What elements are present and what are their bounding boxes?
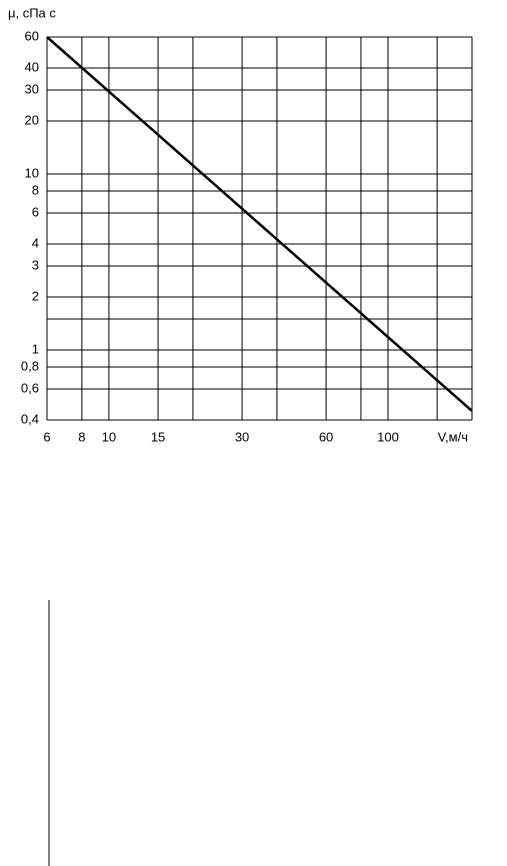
- y-tick-label: 0,6: [21, 380, 39, 395]
- y-tick-label: 3: [32, 257, 39, 272]
- x-tick-label: 60: [319, 429, 333, 444]
- y-tick-label: 30: [25, 81, 39, 96]
- x-tick-label: 15: [151, 429, 165, 444]
- y-tick-label: 8: [32, 182, 39, 197]
- y-tick-label: 0,4: [21, 411, 39, 426]
- y-tick-label: 0,8: [21, 358, 39, 373]
- x-tick-label: 10: [102, 429, 116, 444]
- y-tick-label: 60: [25, 28, 39, 43]
- y-tick-label: 40: [25, 59, 39, 74]
- y-tick-label: 4: [32, 235, 39, 250]
- x-tick-label: 100: [377, 429, 399, 444]
- x-tick-label: 30: [235, 429, 249, 444]
- x-tick-label: 8: [78, 429, 85, 444]
- y-tick-label: 10: [25, 165, 39, 180]
- y-tick-label: 20: [25, 112, 39, 127]
- y-tick-label: 1: [32, 341, 39, 356]
- data-line: [46, 36, 473, 412]
- x-axis-label: V,м/ч: [438, 429, 468, 444]
- y-tick-label: 2: [32, 288, 39, 303]
- y-axis-label: μ, сПа с: [8, 5, 56, 20]
- x-tick-label: 6: [43, 429, 50, 444]
- y-tick-label: 6: [32, 204, 39, 219]
